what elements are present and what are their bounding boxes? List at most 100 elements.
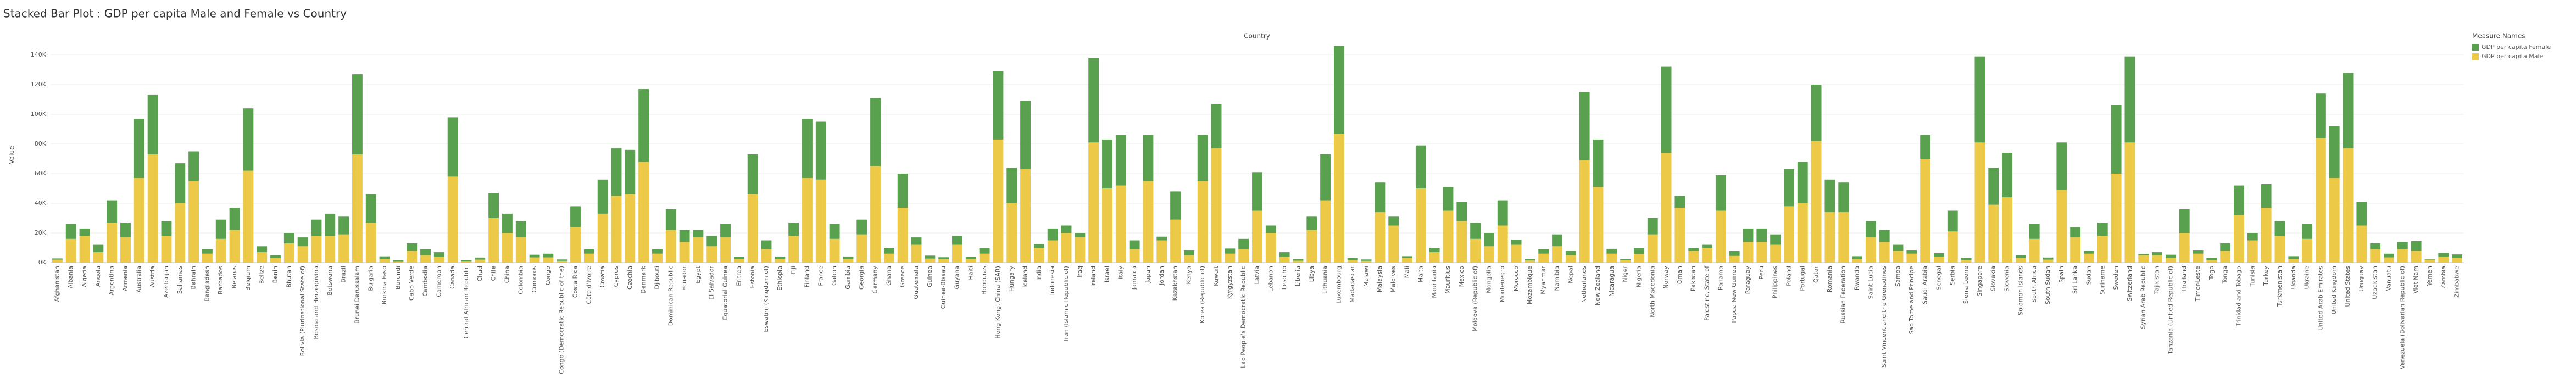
x-tick-label: Sweden [2112, 266, 2119, 290]
bar-segment [1811, 85, 1822, 141]
x-tick-label: Maldives [1390, 266, 1397, 293]
bar-segment [1974, 142, 1985, 263]
bar-segment [2234, 215, 2244, 263]
bar-segment [1661, 153, 1672, 263]
bar-segment [1020, 101, 1031, 169]
bar-segment [1006, 203, 1017, 263]
x-tick-label: Nigeria [1635, 266, 1642, 287]
x-tick-label: Belgium [244, 266, 252, 291]
bar-segment [1483, 246, 1494, 263]
y-tick-label: 20K [35, 229, 47, 236]
x-tick-label: Fiji [790, 266, 797, 274]
bar-segment [652, 249, 663, 254]
bar-segment [52, 259, 63, 263]
x-tick-label: Myanmar [1540, 266, 1547, 294]
bar-segment [1102, 188, 1112, 263]
bar-segment [720, 224, 731, 238]
bar-segment [1293, 259, 1304, 261]
bar-segment [1743, 228, 1754, 242]
x-tick-label: Mozambique [1526, 266, 1533, 304]
bar-segment [2315, 138, 2326, 263]
bar-segment [2247, 240, 2258, 263]
bar-segment [897, 174, 908, 208]
x-tick-label: Bhutan [285, 266, 292, 288]
bar-segment [1238, 238, 1249, 249]
bar-segment [625, 149, 636, 194]
x-tick-label: United Arab Emirates [2317, 266, 2324, 331]
bar-segment [243, 108, 254, 171]
x-tick-label: Congo [544, 266, 552, 285]
legend-label: GDP per capita Female [2482, 43, 2551, 51]
x-tick-label: Panama [1717, 266, 1724, 290]
bar-segment [1715, 175, 1726, 211]
bar-segment [2015, 258, 2026, 263]
bar-segment [488, 193, 499, 218]
bar-segment [1115, 185, 1126, 263]
bar-segment [1047, 240, 1058, 263]
bar-segment [815, 179, 826, 263]
bar-segment [747, 194, 758, 263]
x-tick-label: Albania [67, 266, 74, 288]
bar-segment [1743, 242, 1754, 263]
bar-segment [2002, 197, 2012, 263]
x-tick-label: Lesotho [1281, 266, 1288, 290]
x-tick-label: Nepal [1567, 266, 1574, 284]
bar-segment [1934, 257, 1944, 263]
x-tick-label: Gabon [831, 266, 838, 286]
bar-segment [693, 237, 704, 263]
bar-segment [938, 259, 949, 263]
bar-segment [283, 243, 294, 263]
y-tick-label: 40K [35, 199, 47, 207]
x-tick-label: Guatemala [913, 266, 920, 299]
bar-segment [583, 249, 594, 254]
x-tick-label: Hong Kong, China (SAR) [994, 266, 1002, 339]
bar-segment [1634, 254, 1644, 263]
bar-segment [1988, 168, 1999, 205]
x-tick-label: Sao Tome and Principe [1908, 266, 1915, 335]
bar-segment [1620, 259, 1631, 260]
bar-segment [1538, 253, 1549, 263]
bar-segment [720, 237, 731, 263]
x-tick-label: Korea (Republic of) [1199, 266, 1206, 323]
bar-segment [1702, 248, 1712, 263]
bar-segment [1552, 234, 1562, 247]
x-tick-label: Sri Lanka [2072, 266, 2079, 294]
x-tick-label: Tunisia [2249, 266, 2256, 287]
bar-segment [1265, 233, 1276, 263]
x-tick-label: Senegal [1935, 266, 1942, 290]
bar-segment [1320, 154, 1331, 201]
bar-segment [379, 259, 390, 263]
bar-segment [529, 254, 540, 258]
x-tick-label: Gambia [844, 266, 852, 290]
x-tick-label: Colombia [517, 266, 524, 294]
x-tick-label: Saint Lucia [1867, 266, 1874, 299]
x-tick-label: Brunei Darussalam [353, 266, 360, 324]
bar-segment [979, 253, 990, 263]
bar-segment [229, 208, 240, 230]
x-tick-label: Uruguay [2358, 266, 2365, 292]
bar-segment [202, 253, 213, 263]
x-tick-label: Uzbekistan [2372, 266, 2379, 299]
bar-segment [1865, 237, 1876, 263]
bar-segment [1361, 259, 1372, 261]
legend-title: Measure Names [2472, 32, 2525, 40]
x-tick-label: India [1035, 266, 1042, 281]
bar-segment [1033, 248, 1044, 263]
x-tick-label: Guyana [953, 266, 960, 289]
bar-segment [2452, 254, 2463, 258]
bar-segment [925, 258, 936, 263]
bar-segment [1361, 260, 1372, 263]
x-tick-label: Denmark [640, 265, 647, 293]
bar-segment [515, 221, 526, 238]
bar-segment [1306, 230, 1317, 263]
bar-segment [775, 259, 786, 263]
x-tick-label: Burkina Faso [381, 266, 388, 304]
x-tick-label: Guinea [926, 266, 933, 287]
x-tick-label: Croatia [599, 266, 606, 288]
bar-segment [1797, 203, 1808, 263]
bar-segment [1279, 252, 1290, 257]
bar-segment [325, 236, 336, 263]
bar-segment [257, 252, 268, 263]
x-tick-label: Barbados [217, 266, 224, 294]
bar-segment [1033, 244, 1044, 248]
